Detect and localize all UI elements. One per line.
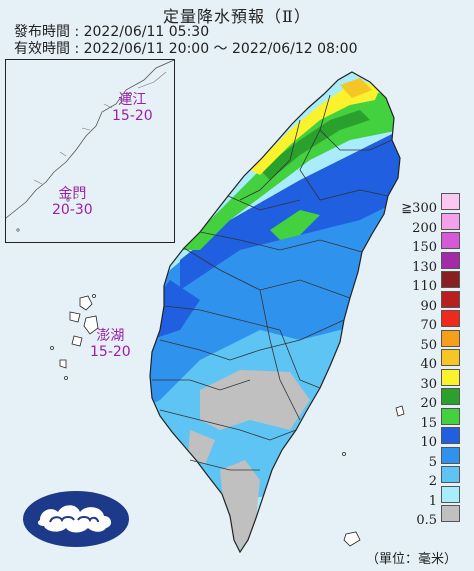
region-label-kinmen: 金門 20-30: [52, 186, 93, 218]
legend-swatch: [441, 466, 460, 483]
legend-value: 10: [420, 435, 437, 450]
region-range: 15-20: [112, 108, 153, 124]
legend-value: 20: [420, 396, 437, 411]
legend-swatch: [441, 349, 460, 366]
penghu-islands: [50, 294, 99, 380]
legend-swatch: [441, 485, 460, 503]
taiwan-rainfall-field: [150, 72, 400, 552]
page-title: 定量降水預報（Ⅱ）: [163, 7, 311, 26]
legend-value: 1: [428, 493, 437, 509]
legend-value: 130: [412, 259, 437, 275]
legend-swatch: [441, 232, 460, 249]
legend-value: 50: [420, 337, 437, 353]
valid-time: 有效時間 : 2022/06/11 20:00 ～ 2022/06/12 08:…: [14, 41, 358, 57]
legend-swatch: [441, 310, 460, 327]
region-name: 澎湖: [96, 328, 125, 344]
legend-value: 15: [420, 415, 437, 431]
cwb-cloud-logo-icon: [23, 491, 129, 547]
legend-value: 70: [420, 318, 437, 333]
legend-value: 200: [412, 220, 437, 236]
legend-swatch: [441, 329, 460, 347]
legend-value: 0.5: [416, 513, 437, 528]
mainland-coast: [5, 59, 175, 232]
county-boundaries: [152, 94, 393, 471]
legend-value: 40: [420, 357, 437, 372]
legend-swatch: [441, 505, 460, 522]
legend-swatch: [441, 251, 460, 269]
legend-swatch: [441, 446, 460, 464]
legend-swatch: [441, 388, 460, 405]
region-range: 15-20: [90, 344, 131, 360]
legend-value: 110: [412, 279, 437, 294]
region-range: 20-30: [52, 202, 93, 218]
region-label-penghu: 澎湖 15-20: [90, 328, 131, 360]
legend-swatch: [441, 193, 460, 210]
legend-value: 5: [428, 454, 437, 470]
legend-swatch: [441, 427, 460, 444]
issue-time: 發布時間 : 2022/06/11 05:30: [14, 24, 210, 40]
legend-swatch: [441, 407, 460, 425]
legend-value: 90: [420, 298, 437, 314]
legend-swatch: [441, 212, 460, 230]
outlying-islets: [342, 405, 405, 547]
legend-value: 150: [412, 240, 437, 255]
region-label-lienchiang: 連江 15-20: [112, 92, 153, 124]
legend-swatch: [441, 368, 460, 386]
legend-value: 30: [420, 376, 437, 392]
legend-value: 2: [428, 474, 437, 489]
unit-label: （單位：毫米）: [366, 552, 458, 567]
region-name: 連江: [118, 92, 147, 108]
inset-map: [5, 59, 175, 243]
legend-swatch: [441, 290, 460, 308]
taiwan-outline: [149, 71, 401, 554]
region-name: 金門: [58, 186, 87, 202]
legend-swatch: [441, 271, 460, 288]
legend-value: ≧300: [401, 201, 437, 216]
